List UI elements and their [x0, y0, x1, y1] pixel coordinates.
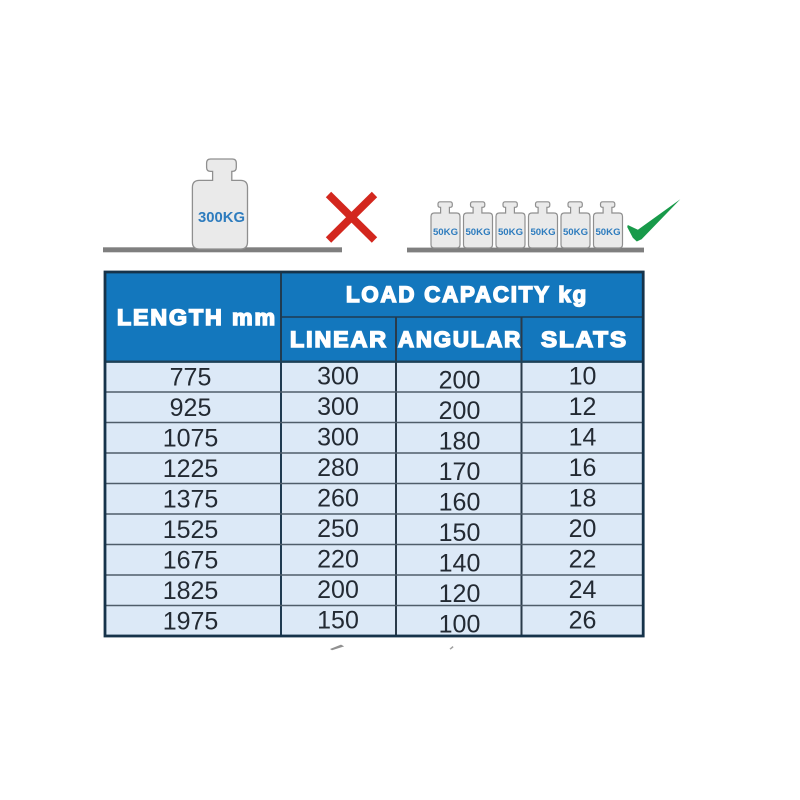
svg-text:140: 140 [439, 550, 481, 578]
svg-text:26: 26 [569, 606, 597, 634]
svg-text:150: 150 [317, 606, 359, 634]
svg-text:200: 200 [439, 367, 481, 395]
svg-text:120: 120 [439, 580, 481, 608]
svg-text:20: 20 [569, 515, 597, 543]
svg-text:24: 24 [569, 576, 597, 604]
svg-text:925: 925 [170, 394, 212, 422]
svg-text:300: 300 [317, 362, 359, 390]
svg-text:12: 12 [569, 393, 597, 421]
svg-text:180: 180 [439, 428, 481, 456]
svg-text:LOAD CAPACITY kg: LOAD CAPACITY kg [346, 282, 588, 307]
svg-text:220: 220 [317, 545, 359, 573]
svg-text:280: 280 [317, 454, 359, 482]
svg-text:1075: 1075 [163, 425, 219, 453]
svg-text:50KG: 50KG [433, 227, 458, 238]
svg-text:300: 300 [317, 423, 359, 451]
svg-text:200: 200 [439, 397, 481, 425]
svg-text:10: 10 [569, 362, 597, 390]
svg-text:300: 300 [317, 393, 359, 421]
svg-text:SLATS: SLATS [541, 327, 628, 352]
svg-text:22: 22 [569, 545, 597, 573]
svg-text:160: 160 [439, 489, 481, 517]
svg-text:1375: 1375 [163, 486, 219, 514]
svg-text:200: 200 [317, 576, 359, 604]
svg-text:1675: 1675 [163, 547, 219, 575]
svg-text:1225: 1225 [163, 455, 219, 483]
svg-text:LENGTH mm: LENGTH mm [117, 305, 277, 330]
svg-text:18: 18 [569, 484, 597, 512]
svg-text:260: 260 [317, 484, 359, 512]
svg-text:300KG: 300KG [198, 209, 245, 226]
svg-text:ANGULAR: ANGULAR [398, 327, 522, 352]
svg-text:1525: 1525 [163, 516, 219, 544]
svg-text:150: 150 [439, 519, 481, 547]
svg-text:170: 170 [439, 458, 481, 486]
svg-text:LINEAR: LINEAR [290, 327, 388, 352]
svg-text:16: 16 [569, 454, 597, 482]
svg-text:250: 250 [317, 515, 359, 543]
svg-text:775: 775 [170, 364, 212, 392]
svg-text:1975: 1975 [163, 608, 219, 636]
svg-text:100: 100 [439, 611, 481, 639]
svg-text:1825: 1825 [163, 577, 219, 605]
svg-text:14: 14 [569, 423, 597, 451]
